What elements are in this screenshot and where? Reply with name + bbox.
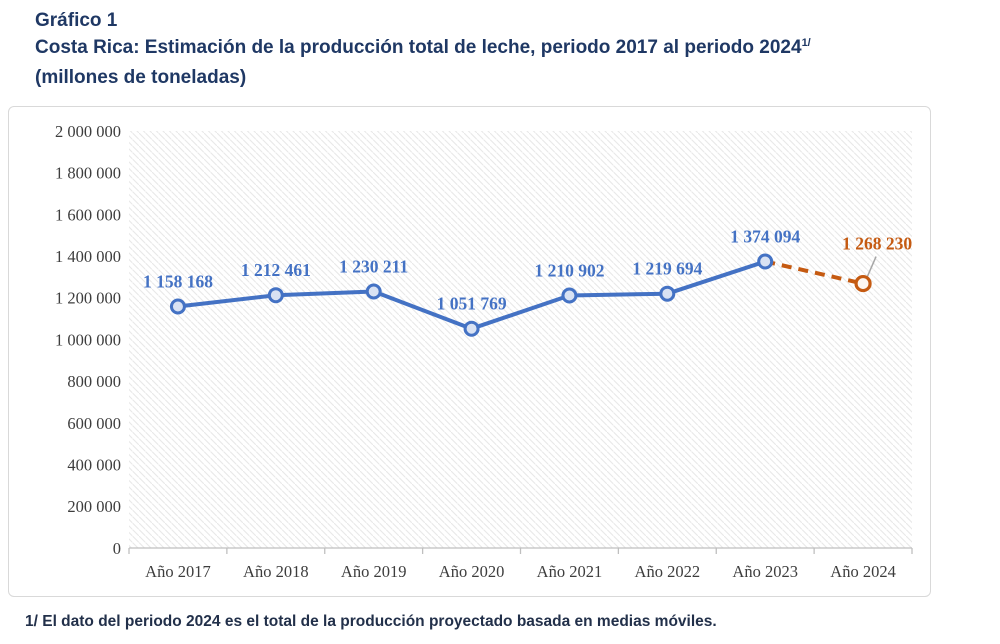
chart-number-title: Gráfico 1 (35, 10, 118, 31)
data-label-año-2020: 1 051 769 (437, 294, 507, 314)
data-point-año-2018 (267, 287, 284, 304)
chart-main-title: Costa Rica: Estimación de la producción … (35, 34, 811, 64)
x-axis-label: Año 2019 (341, 562, 407, 581)
data-point-año-2021 (561, 287, 578, 304)
data-label-año-2021: 1 210 902 (534, 261, 604, 281)
x-axis-label: Año 2023 (732, 562, 798, 581)
y-tick-label: 1 800 000 (55, 164, 121, 183)
y-tick-label: 2 000 000 (55, 122, 121, 141)
x-axis-label: Año 2018 (243, 562, 309, 581)
chart-title-block: Gráfico 1 Costa Rica: Estimación de la p… (35, 7, 811, 91)
x-axis-label: Año 2021 (537, 562, 603, 581)
y-tick-label: 800 000 (67, 372, 121, 391)
data-label-año-2024: 1 268 230 (842, 234, 912, 254)
footnote-marker: 1/ (801, 37, 811, 49)
label-leader-line (865, 256, 877, 280)
chart-unit-title: (millones de toneladas) (35, 67, 247, 88)
data-point-año-2019 (365, 283, 382, 300)
chart-main-title-text: Costa Rica: Estimación de la producción … (35, 37, 802, 58)
data-label-año-2017: 1 158 168 (143, 272, 213, 292)
data-point-año-2024 (854, 274, 872, 293)
data-label-año-2022: 1 219 694 (632, 259, 702, 279)
x-axis-label: Año 2024 (830, 562, 896, 581)
y-tick-label: 0 (113, 539, 121, 558)
y-tick-label: 1 600 000 (55, 205, 121, 224)
plot-area-hatch (129, 131, 912, 548)
x-axis-label: Año 2022 (635, 562, 701, 581)
x-axis-label: Año 2020 (439, 562, 505, 581)
y-tick-label: 1 000 000 (55, 330, 121, 349)
y-tick-label: 600 000 (67, 414, 121, 433)
y-tick-label: 1 400 000 (55, 247, 121, 266)
y-tick-label: 200 000 (67, 497, 121, 516)
data-point-año-2017 (169, 298, 186, 315)
x-axis-label: Año 2017 (145, 562, 211, 581)
data-point-año-2023 (757, 253, 774, 270)
data-label-año-2023: 1 374 094 (730, 227, 800, 247)
data-label-año-2019: 1 230 211 (339, 257, 408, 277)
chart-footnote: 1/ El dato del periodo 2024 es el total … (25, 613, 717, 630)
data-point-año-2020 (463, 320, 480, 337)
line-chart: 2 000 000 1 800 000 1 600 000 1 400 000 1 20… (55, 122, 913, 581)
data-point-año-2022 (659, 285, 676, 302)
y-tick-label: 1 200 000 (55, 289, 121, 308)
chart-frame: 2 000 000 1 800 000 1 600 000 1 400 000 1 20… (8, 106, 931, 597)
y-tick-label: 400 000 (67, 456, 121, 475)
data-label-año-2018: 1 212 461 (241, 260, 311, 280)
